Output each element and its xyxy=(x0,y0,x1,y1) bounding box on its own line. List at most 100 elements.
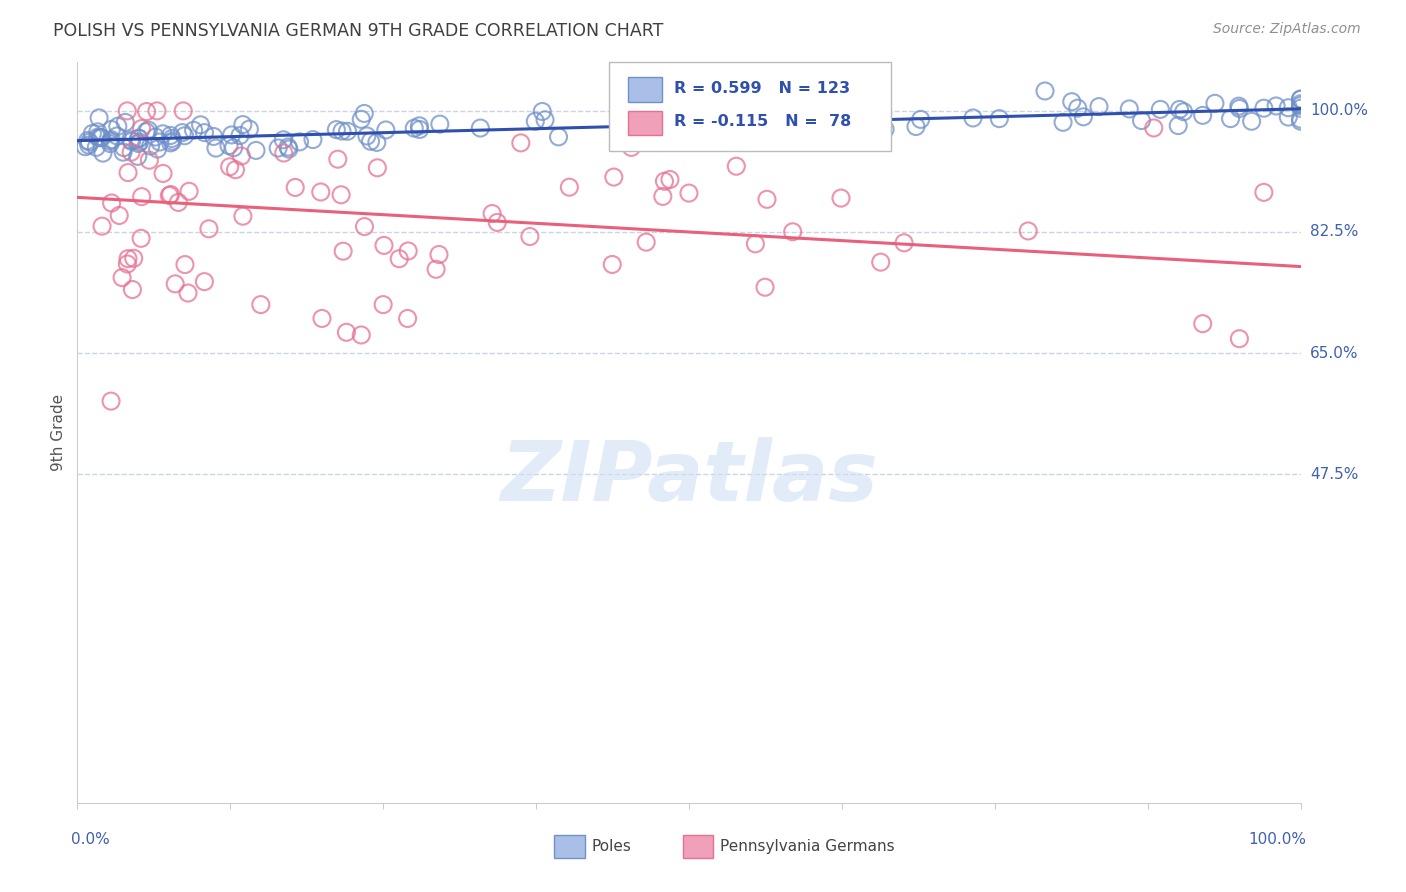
Point xyxy=(1229,102,1251,116)
Point xyxy=(396,244,419,258)
Point xyxy=(1204,96,1226,111)
Point xyxy=(336,124,359,138)
Point xyxy=(112,140,135,154)
Point xyxy=(190,118,212,132)
Point xyxy=(160,131,183,145)
Point xyxy=(486,215,509,229)
Point xyxy=(683,124,706,138)
Point xyxy=(165,277,187,291)
Text: Poles: Poles xyxy=(591,839,631,854)
Point xyxy=(794,104,817,119)
Bar xyxy=(683,835,713,858)
Y-axis label: 9th Grade: 9th Grade xyxy=(51,394,66,471)
Point xyxy=(112,145,135,160)
Point xyxy=(100,122,122,136)
Point xyxy=(250,297,273,311)
Text: ZIPatlas: ZIPatlas xyxy=(501,436,877,517)
Point xyxy=(374,123,396,137)
Point xyxy=(1289,92,1312,106)
Point xyxy=(353,219,375,234)
Point xyxy=(350,112,373,127)
Point xyxy=(221,128,243,142)
Point xyxy=(408,119,430,133)
Point xyxy=(429,117,451,131)
Point xyxy=(152,166,174,180)
Point xyxy=(717,100,740,114)
Bar xyxy=(628,78,662,102)
Point xyxy=(82,127,104,141)
Point xyxy=(1143,120,1166,135)
Point xyxy=(135,125,157,139)
Point xyxy=(1118,102,1140,116)
Point xyxy=(174,258,197,272)
Point xyxy=(84,140,107,154)
Point xyxy=(1253,186,1275,200)
Point xyxy=(904,120,927,134)
Point xyxy=(157,188,180,202)
Text: POLISH VS PENNSYLVANIA GERMAN 9TH GRADE CORRELATION CHART: POLISH VS PENNSYLVANIA GERMAN 9TH GRADE … xyxy=(53,22,664,40)
Point xyxy=(128,131,150,145)
Point xyxy=(232,209,254,223)
Point xyxy=(855,110,877,124)
Point xyxy=(350,328,373,343)
Point xyxy=(218,138,240,153)
Point xyxy=(782,225,804,239)
Point xyxy=(172,103,194,118)
Point xyxy=(1149,103,1171,117)
Point xyxy=(1017,224,1039,238)
Point xyxy=(107,120,129,134)
Point xyxy=(231,149,253,163)
Bar xyxy=(554,835,585,858)
Point xyxy=(1052,115,1074,129)
Point xyxy=(875,122,897,136)
FancyBboxPatch shape xyxy=(609,62,891,152)
Point xyxy=(1168,103,1191,117)
Point xyxy=(273,146,295,161)
Point xyxy=(288,135,311,149)
Point xyxy=(749,122,772,136)
Point xyxy=(373,238,395,252)
Point xyxy=(531,104,554,119)
Point xyxy=(371,297,394,311)
Point xyxy=(87,111,110,125)
Point xyxy=(91,219,114,234)
Point xyxy=(1033,84,1056,98)
Point xyxy=(159,136,181,150)
Point xyxy=(830,191,852,205)
Point xyxy=(98,134,121,148)
Point xyxy=(1130,113,1153,128)
Point xyxy=(117,252,139,266)
Point xyxy=(193,126,215,140)
Point xyxy=(100,394,122,409)
Point xyxy=(1191,108,1213,122)
Point xyxy=(89,130,111,145)
Point xyxy=(205,141,228,155)
Point xyxy=(396,311,419,326)
Point xyxy=(1067,101,1090,115)
Point xyxy=(167,195,190,210)
Point xyxy=(558,180,581,194)
Point xyxy=(76,134,98,148)
Point xyxy=(311,311,333,326)
Point xyxy=(1289,98,1312,112)
Point xyxy=(872,107,894,121)
Point xyxy=(232,118,254,132)
Point xyxy=(353,106,375,120)
Point xyxy=(1229,332,1251,346)
Point xyxy=(1277,101,1299,115)
Point xyxy=(728,112,751,127)
Point xyxy=(277,142,299,156)
Point xyxy=(91,146,114,161)
Point xyxy=(651,189,673,203)
Point xyxy=(172,126,194,140)
Text: 82.5%: 82.5% xyxy=(1310,225,1358,239)
Point xyxy=(1289,112,1312,126)
Point xyxy=(654,174,676,188)
Point xyxy=(910,112,932,127)
Point xyxy=(725,159,748,173)
Point xyxy=(524,114,547,128)
Point xyxy=(131,189,153,203)
Point xyxy=(193,275,215,289)
Point xyxy=(267,141,290,155)
Text: 47.5%: 47.5% xyxy=(1310,467,1358,482)
